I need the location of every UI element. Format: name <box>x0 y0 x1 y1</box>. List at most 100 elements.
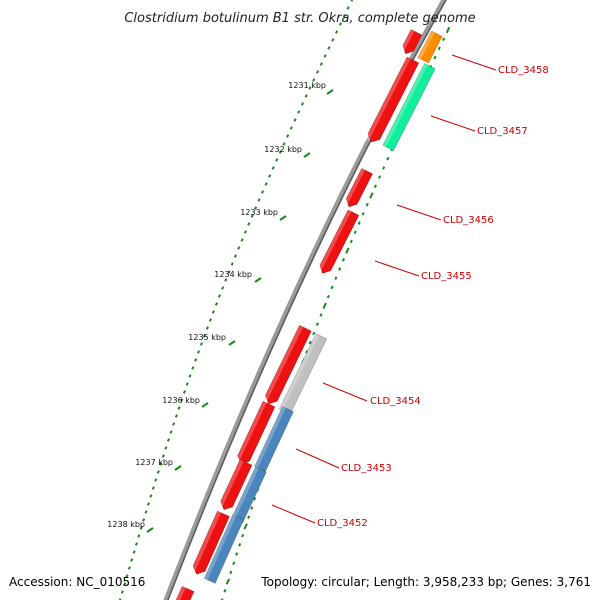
ruler-dot <box>327 46 331 50</box>
cds-blue-c <box>203 514 245 584</box>
ring-dot <box>361 212 365 216</box>
ruler-dot <box>174 414 178 418</box>
ruler-dot <box>194 358 198 362</box>
ruler-dot <box>227 270 231 274</box>
gene-label-cld-3455[interactable]: CLD_3455 <box>421 271 472 282</box>
ring-dot <box>250 506 254 510</box>
ring-dot <box>373 184 377 189</box>
ruler-dot <box>118 598 122 600</box>
gene-label-cld-3452[interactable]: CLD_3452 <box>317 518 368 529</box>
ruler-dot <box>250 214 254 218</box>
ring-dot <box>386 156 390 161</box>
ruler-label-1233: 1233 kbp <box>240 208 278 217</box>
ring-dot <box>437 46 441 51</box>
ruler-dot <box>123 582 127 586</box>
gene-red-3452-shine <box>190 511 222 574</box>
ruler-tick <box>174 465 182 471</box>
ruler-dot <box>177 406 181 410</box>
ruler-dot <box>156 470 160 474</box>
ruler-dot <box>185 382 189 386</box>
ruler-tick <box>228 340 236 346</box>
gene-label-cld-3453[interactable]: CLD_3453 <box>341 463 392 474</box>
ruler-dot <box>308 86 312 90</box>
gene-red-edge <box>173 585 195 600</box>
ruler-dot <box>142 518 146 522</box>
ring-dot <box>369 192 374 199</box>
gene-red-3458-shape <box>402 29 423 54</box>
ruler-dot <box>202 334 206 338</box>
gene-red-3456 <box>343 168 373 208</box>
ring-dot <box>445 26 451 34</box>
ruler-dot <box>289 126 293 130</box>
ruler-dot <box>342 14 346 18</box>
cds-green-shine <box>382 63 428 147</box>
ruler-label-1237: 1237 kbp <box>135 458 173 467</box>
ruler-dot <box>208 318 212 322</box>
ruler-dot <box>257 198 261 202</box>
cds-green <box>382 62 436 152</box>
ruler-dot <box>331 38 335 42</box>
ruler-dot <box>278 150 282 154</box>
ruler-dot <box>335 30 339 34</box>
ruler-dot <box>315 70 320 74</box>
ruler-dot <box>211 310 215 314</box>
ruler-tick <box>201 402 209 408</box>
ruler-dot <box>319 62 323 66</box>
ruler-label-1238: 1238 kbp <box>107 520 145 529</box>
ruler-label-1234: 1234 kbp <box>214 270 252 279</box>
leader-line <box>295 448 340 469</box>
ring-dot <box>322 302 327 309</box>
ring-dot <box>433 55 437 60</box>
gene-red-3457 <box>365 56 419 143</box>
gene-label-cld-3457[interactable]: CLD_3457 <box>477 126 528 137</box>
ruler-dot <box>151 486 155 490</box>
ring-dot <box>305 349 309 354</box>
cds-orange <box>417 30 443 64</box>
gene-red-3453b <box>218 459 253 510</box>
ring-dot <box>253 497 257 501</box>
gene-label-cld-3454[interactable]: CLD_3454 <box>370 396 421 407</box>
ring-dot <box>241 533 245 538</box>
ring-dot <box>330 285 334 290</box>
ruler-dot <box>130 558 134 562</box>
gene-red-3452 <box>190 510 230 575</box>
ring-dot <box>225 578 231 585</box>
ruler-dot <box>286 134 290 138</box>
cds-gray-shine <box>279 333 320 411</box>
cds-blue-c-shape <box>203 514 245 584</box>
ruler-dot <box>268 174 272 178</box>
coordinate-ruler <box>118 0 354 600</box>
ruler-dot <box>172 422 176 426</box>
gene-red-3456-shine <box>343 168 365 206</box>
ruler-dot <box>125 574 129 578</box>
ring-dot <box>377 175 382 179</box>
ruler-dot <box>197 350 201 354</box>
ring-dot <box>357 221 361 225</box>
cds-blue-b-shine <box>231 467 259 520</box>
ruler-label-1232: 1232 kbp <box>264 145 302 154</box>
ring-dot <box>229 570 233 575</box>
ruler-dot <box>132 550 136 554</box>
ruler-dot <box>247 222 251 226</box>
ruler-tick <box>279 215 287 221</box>
gene-label-cld-3456[interactable]: CLD_3456 <box>443 215 494 226</box>
gene-label-cld-3458[interactable]: CLD_3458 <box>498 65 549 76</box>
ruler-dot <box>282 142 286 146</box>
ruler-dot <box>261 190 265 194</box>
ruler-tick <box>303 152 311 158</box>
ruler-dot <box>134 542 138 546</box>
ruler-dot <box>230 262 234 266</box>
ruler-dot <box>240 238 244 242</box>
ruler-dot <box>350 0 354 2</box>
ruler-dot <box>304 94 308 98</box>
leader-line <box>271 504 316 524</box>
ruler-dot <box>182 390 187 394</box>
ruler-dot <box>139 526 143 530</box>
gene-red-3455 <box>317 209 360 274</box>
ring-dot <box>353 230 357 235</box>
gene-red-3453b-shape <box>220 459 253 510</box>
ruler-dot <box>300 102 305 106</box>
cds-green-shape <box>382 62 436 152</box>
gene-red-3455-shape <box>319 209 360 274</box>
ring-dot <box>223 589 227 593</box>
